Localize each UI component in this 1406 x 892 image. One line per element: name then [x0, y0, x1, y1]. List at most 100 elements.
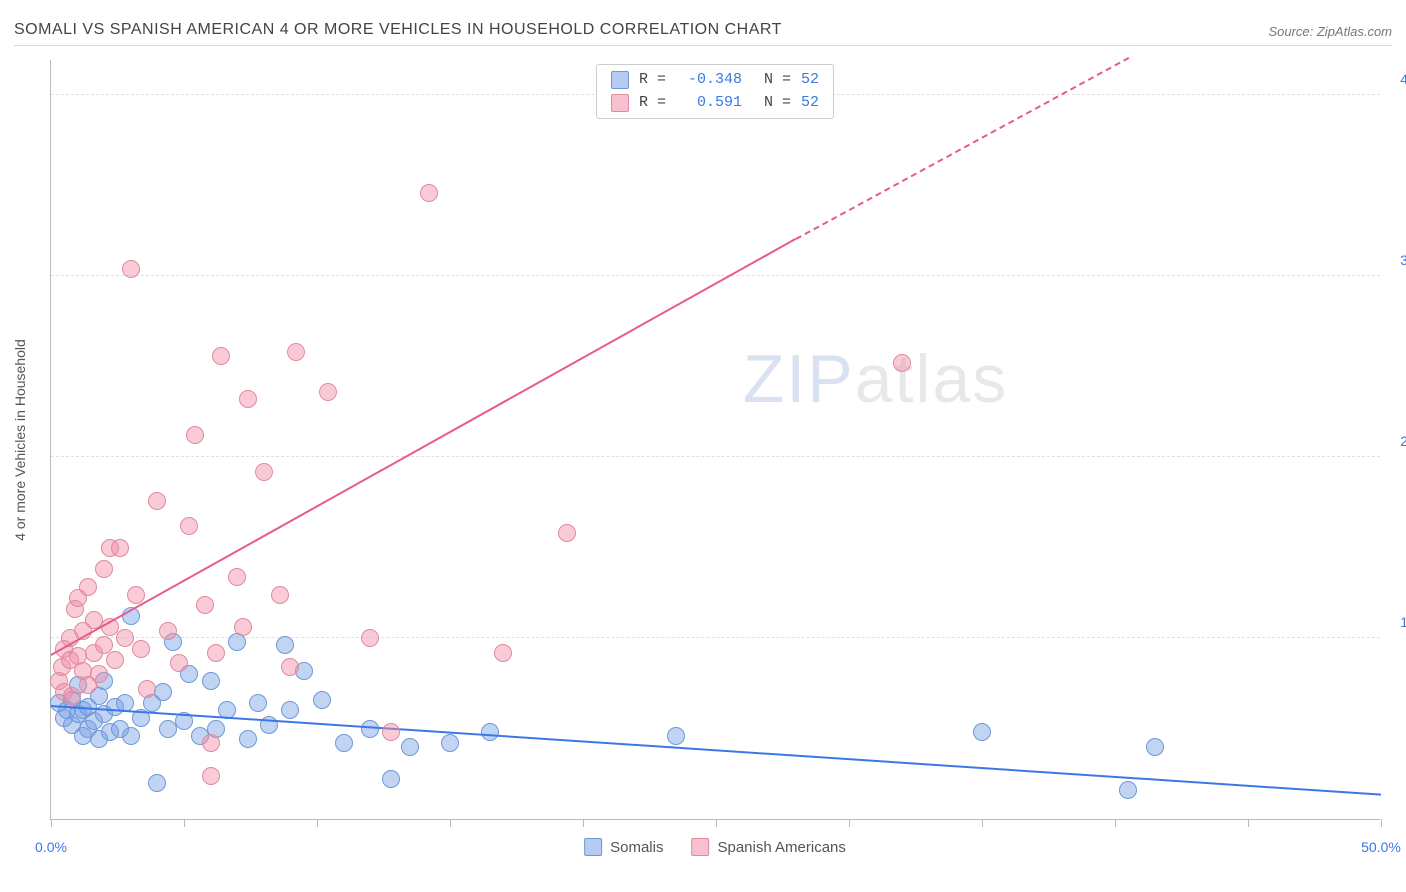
- data-point: [148, 774, 166, 792]
- data-point: [361, 629, 379, 647]
- legend-series: Somalis Spanish Americans: [584, 838, 846, 856]
- data-point: [255, 463, 273, 481]
- data-point: [127, 586, 145, 604]
- data-point: [63, 687, 81, 705]
- legend-series-item: Spanish Americans: [691, 838, 845, 856]
- x-tick: [1248, 819, 1249, 827]
- data-point: [234, 618, 252, 636]
- x-tick: [849, 819, 850, 827]
- data-point: [276, 636, 294, 654]
- data-point: [287, 343, 305, 361]
- data-point: [122, 727, 140, 745]
- plot-inner: 10.0%20.0%30.0%40.0%0.0%50.0%ZIPatlas: [50, 60, 1380, 820]
- legend-swatch: [584, 838, 602, 856]
- x-tick: [450, 819, 451, 827]
- trend-line: [51, 705, 1381, 796]
- data-point: [382, 723, 400, 741]
- data-point: [319, 383, 337, 401]
- data-point: [212, 347, 230, 365]
- data-point: [122, 260, 140, 278]
- data-point: [202, 734, 220, 752]
- trend-line: [795, 57, 1128, 240]
- r-value: -0.348: [676, 69, 742, 92]
- data-point: [281, 701, 299, 719]
- title-bar: SOMALI VS SPANISH AMERICAN 4 OR MORE VEH…: [14, 18, 1392, 46]
- legend-swatch: [611, 94, 629, 112]
- legend-label: Spanish Americans: [717, 839, 845, 856]
- x-tick: [317, 819, 318, 827]
- data-point: [111, 539, 129, 557]
- y-tick-label: 20.0%: [1384, 433, 1406, 449]
- gridline: [51, 275, 1380, 276]
- data-point: [893, 354, 911, 372]
- data-point: [382, 770, 400, 788]
- data-point: [441, 734, 459, 752]
- data-point: [1119, 781, 1137, 799]
- data-point: [116, 629, 134, 647]
- r-label: R =: [639, 69, 666, 92]
- data-point: [401, 738, 419, 756]
- n-label: N =: [764, 92, 791, 115]
- data-point: [281, 658, 299, 676]
- data-point: [494, 644, 512, 662]
- data-point: [202, 672, 220, 690]
- gridline: [51, 637, 1380, 638]
- x-tick: [184, 819, 185, 827]
- data-point: [138, 680, 156, 698]
- data-point: [79, 578, 97, 596]
- data-point: [239, 390, 257, 408]
- y-tick-label: 40.0%: [1384, 71, 1406, 87]
- n-value: 52: [801, 69, 819, 92]
- n-value: 52: [801, 92, 819, 115]
- y-tick-label: 30.0%: [1384, 252, 1406, 268]
- data-point: [95, 560, 113, 578]
- data-point: [106, 651, 124, 669]
- legend-stats-row: R = 0.591 N = 52: [611, 92, 819, 115]
- data-point: [132, 640, 150, 658]
- legend-series-item: Somalis: [584, 838, 663, 856]
- x-tick-label: 50.0%: [1361, 839, 1401, 855]
- data-point: [202, 767, 220, 785]
- data-point: [186, 426, 204, 444]
- data-point: [148, 492, 166, 510]
- data-point: [335, 734, 353, 752]
- data-point: [249, 694, 267, 712]
- scatter-chart: 10.0%20.0%30.0%40.0%0.0%50.0%ZIPatlas 4 …: [50, 60, 1380, 820]
- data-point: [1146, 738, 1164, 756]
- data-point: [228, 568, 246, 586]
- data-point: [90, 665, 108, 683]
- data-point: [973, 723, 991, 741]
- data-point: [239, 730, 257, 748]
- x-tick-label: 0.0%: [35, 839, 67, 855]
- x-tick: [1381, 819, 1382, 827]
- data-point: [481, 723, 499, 741]
- data-point: [313, 691, 331, 709]
- x-tick: [716, 819, 717, 827]
- x-tick: [982, 819, 983, 827]
- x-tick: [583, 819, 584, 827]
- data-point: [207, 644, 225, 662]
- n-label: N =: [764, 69, 791, 92]
- y-axis-label: 4 or more Vehicles in Household: [12, 339, 28, 541]
- data-point: [196, 596, 214, 614]
- legend-stats-row: R = -0.348 N = 52: [611, 69, 819, 92]
- legend-swatch: [611, 71, 629, 89]
- legend-swatch: [691, 838, 709, 856]
- y-tick-label: 10.0%: [1384, 614, 1406, 630]
- data-point: [154, 683, 172, 701]
- x-tick: [51, 819, 52, 827]
- data-point: [159, 622, 177, 640]
- data-point: [558, 524, 576, 542]
- x-tick: [1115, 819, 1116, 827]
- gridline: [51, 456, 1380, 457]
- r-value: 0.591: [676, 92, 742, 115]
- legend-stats: R = -0.348 N = 52 R = 0.591 N = 52: [596, 64, 834, 119]
- page-title: SOMALI VS SPANISH AMERICAN 4 OR MORE VEH…: [14, 21, 782, 39]
- watermark: ZIPatlas: [743, 340, 1008, 418]
- data-point: [420, 184, 438, 202]
- source-label: Source: ZipAtlas.com: [1268, 24, 1392, 39]
- r-label: R =: [639, 92, 666, 115]
- data-point: [667, 727, 685, 745]
- legend-label: Somalis: [610, 839, 663, 856]
- data-point: [271, 586, 289, 604]
